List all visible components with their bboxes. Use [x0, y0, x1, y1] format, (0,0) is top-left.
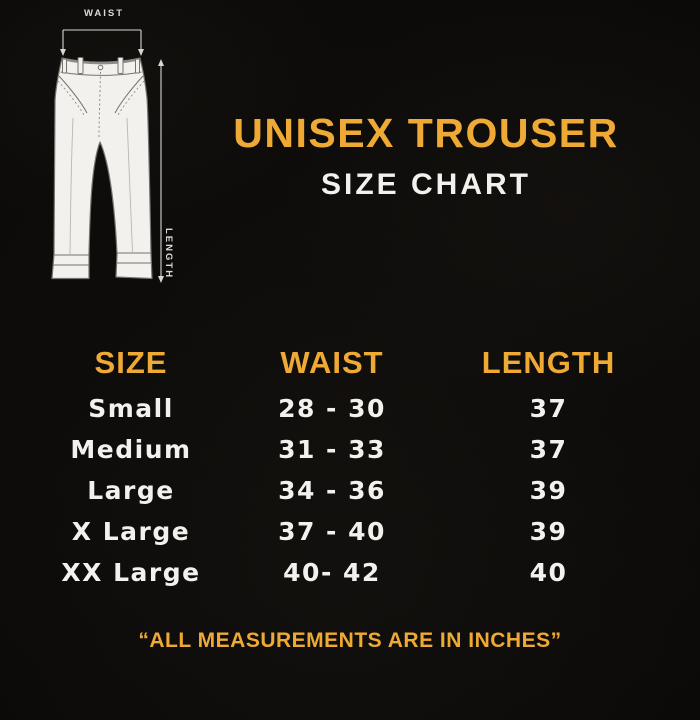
length-value: 40	[529, 558, 568, 587]
table-row: Large 34 - 36 39	[55, 470, 640, 511]
length-value: 37	[529, 435, 568, 464]
table-row: XX Large 40- 42 40	[55, 552, 640, 593]
waist-value: 40- 42	[283, 558, 381, 587]
length-value: 37	[529, 394, 568, 423]
waist-value: 34 - 36	[278, 476, 386, 505]
trouser-drawing	[51, 29, 164, 283]
length-value: 39	[529, 517, 568, 546]
poster-title: UNISEX TROUSER	[233, 110, 619, 156]
title-block: UNISEX TROUSER SIZE CHART	[228, 110, 624, 202]
waist-value: 28 - 30	[278, 394, 386, 423]
column-header-length: LENGTH	[481, 345, 616, 380]
column-header-size: SIZE	[94, 345, 168, 380]
table-row: X Large 37 - 40 39	[55, 511, 640, 552]
trouser-illustration: WAIST	[45, 6, 180, 298]
table-header-row: SIZE WAIST LENGTH	[55, 342, 640, 384]
size-table: SIZE WAIST LENGTH Small 28 - 30 37 Mediu…	[55, 342, 640, 593]
waist-dimension-label: WAIST	[83, 8, 125, 19]
waist-arrow	[62, 29, 142, 50]
size-value: Small	[88, 394, 174, 423]
column-header-waist: WAIST	[280, 345, 384, 380]
waist-value: 37 - 40	[278, 517, 386, 546]
poster-subtitle: SIZE CHART	[321, 168, 531, 201]
measurement-note: “ALL MEASUREMENTS ARE IN INCHES”	[138, 629, 562, 652]
length-dimension-label: LENGTH	[163, 228, 174, 280]
size-value: Large	[87, 476, 175, 505]
size-value: Medium	[70, 435, 192, 464]
length-value: 39	[529, 476, 568, 505]
table-row: Small 28 - 30 37	[55, 388, 640, 429]
size-value: X Large	[71, 517, 191, 546]
table-row: Medium 31 - 33 37	[55, 429, 640, 470]
size-value: XX Large	[61, 558, 201, 587]
waist-value: 31 - 33	[278, 435, 386, 464]
